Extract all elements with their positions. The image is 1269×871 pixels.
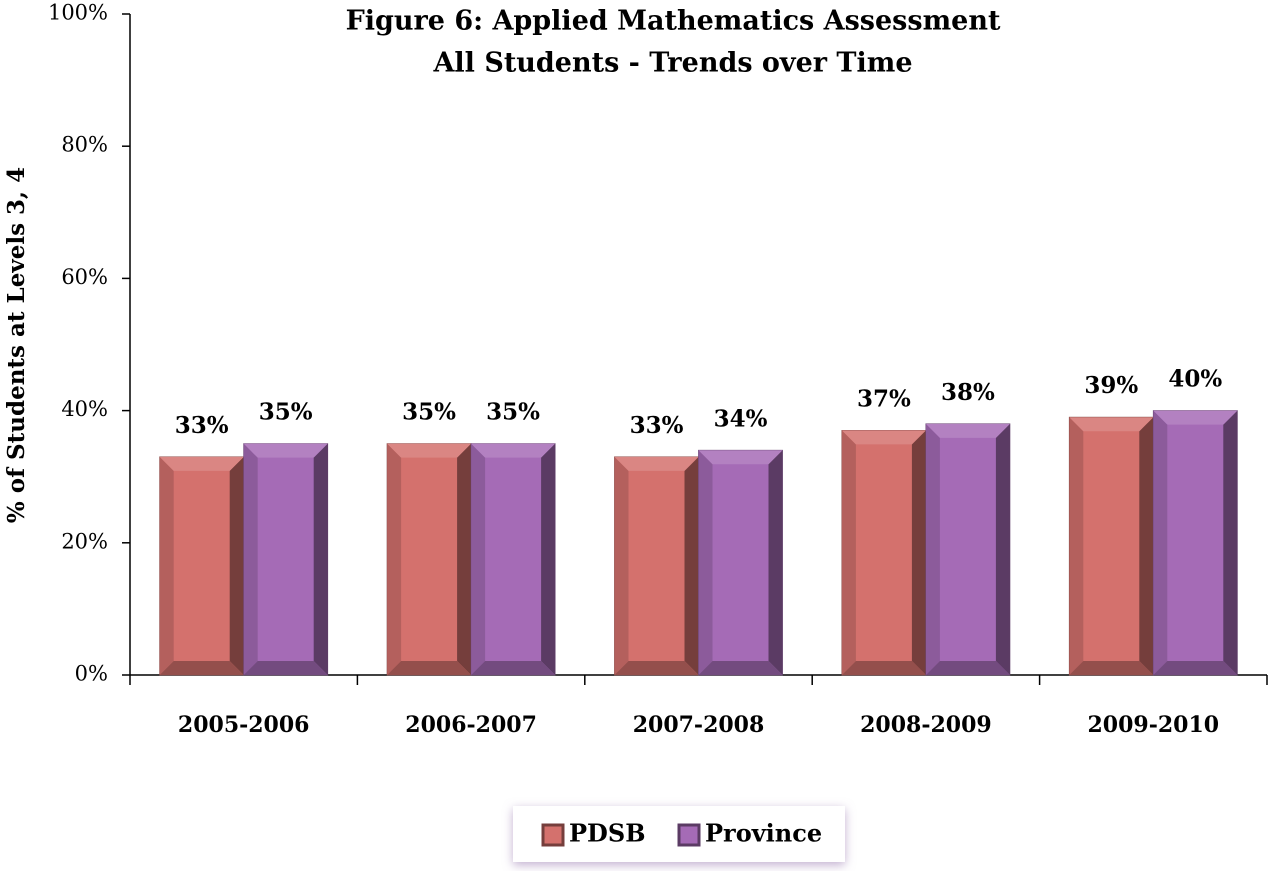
data-label: 35% (259, 399, 313, 426)
bar-bevel (387, 661, 472, 675)
bar-bevel (159, 456, 244, 471)
bar-bevel (614, 456, 629, 675)
bar-bevel (387, 443, 472, 458)
y-tick-label: 20% (61, 529, 108, 553)
bar-bevel (684, 456, 699, 675)
y-tick-label: 60% (61, 265, 108, 289)
bar-bevel (541, 443, 556, 675)
bar-bevel (925, 423, 1010, 438)
data-label: 38% (941, 379, 995, 406)
data-label: 37% (857, 385, 911, 412)
bar-bevel (841, 430, 856, 675)
y-tick-label: 0% (75, 662, 108, 686)
bar-bevel (698, 450, 713, 675)
data-label: 33% (630, 412, 684, 439)
x-tick-label: 2008-2009 (860, 712, 992, 738)
bar-bevel (614, 661, 699, 675)
bar-bevel (1139, 417, 1154, 675)
bar-bevel (841, 430, 926, 445)
data-label: 35% (486, 399, 540, 426)
chart-subtitle: All Students - Trends over Time (432, 48, 912, 79)
bar-bevel (911, 430, 926, 675)
bar-bevel (1223, 410, 1238, 675)
bar-bevel (159, 456, 174, 675)
bar-bevel (768, 450, 783, 675)
bar-bevel (471, 443, 556, 458)
x-tick-label: 2009-2010 (1088, 712, 1220, 738)
bar-bevel (1069, 417, 1084, 675)
bar-bevel (1153, 410, 1238, 425)
data-label: 34% (714, 405, 768, 432)
y-tick-label: 80% (61, 133, 108, 157)
chart-title: Figure 6: Applied Mathematics Assessment (346, 6, 1001, 37)
x-tick-label: 2007-2008 (633, 712, 765, 738)
bar-bevel (614, 456, 699, 471)
legend-label: Province (705, 819, 822, 848)
bar-bevel (229, 456, 244, 675)
data-label: 35% (402, 399, 456, 426)
bar-bevel (457, 443, 472, 675)
bar-bevel (159, 661, 244, 675)
bar-bevel (471, 443, 486, 675)
bar-bevel (925, 423, 940, 675)
bar-bevel (313, 443, 328, 675)
bar-bevel (1153, 661, 1238, 675)
y-tick-label: 40% (61, 397, 108, 421)
data-label: 33% (175, 412, 229, 439)
legend-swatch (541, 823, 565, 847)
legend-label: PDSB (569, 819, 645, 848)
bar-bevel (243, 443, 328, 458)
bar-bevel (698, 661, 783, 675)
bar-bevel (841, 661, 926, 675)
y-axis-label: % of Students at Levels 3, 4 (3, 167, 30, 523)
bar-bevel (1153, 410, 1168, 675)
x-tick-label: 2006-2007 (405, 712, 537, 738)
data-label: 39% (1084, 372, 1138, 399)
bar-bevel (1069, 417, 1154, 432)
bar-bevel (1069, 661, 1154, 675)
bar-bevel (698, 450, 783, 465)
bar-bevel (471, 661, 556, 675)
bar-bevel (243, 443, 258, 675)
x-tick-label: 2005-2006 (178, 712, 310, 738)
data-label: 40% (1168, 366, 1222, 393)
bar-bevel (995, 423, 1010, 675)
bar-bevel (387, 443, 402, 675)
bar-bevel (925, 661, 1010, 675)
bar-bevel (243, 661, 328, 675)
legend-swatch (677, 823, 701, 847)
y-tick-label: 100% (48, 1, 108, 25)
